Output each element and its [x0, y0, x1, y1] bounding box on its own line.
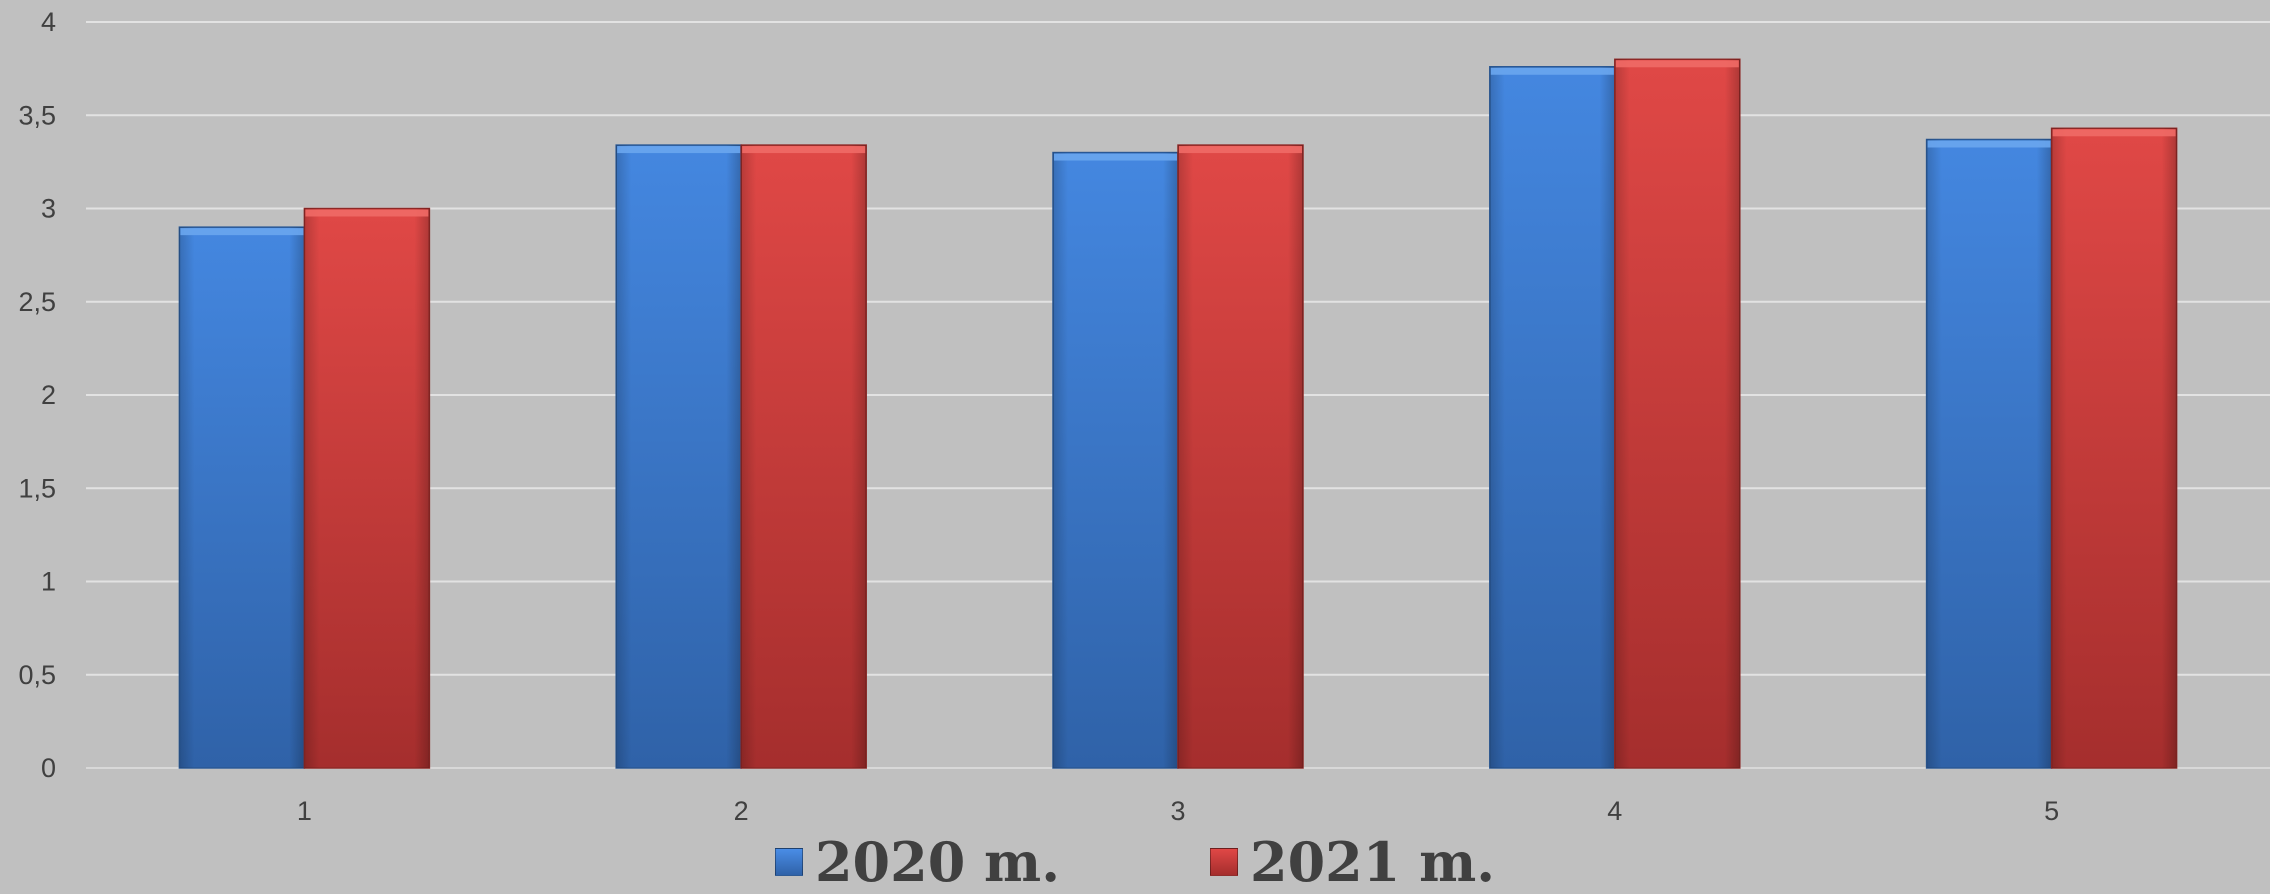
x-tick-label: 1 [297, 796, 312, 826]
bar-shading [304, 208, 430, 768]
legend-label-2021: 2021 m. [1250, 830, 1496, 894]
bar-top-highlight [742, 146, 866, 154]
bar-top-highlight [1179, 146, 1302, 154]
bar-shading [2051, 128, 2177, 768]
y-tick-label: 3 [41, 194, 56, 224]
bar-top-highlight [180, 228, 304, 236]
bar-shading [1178, 145, 1303, 769]
legend-item-2020: 2020 m. [774, 830, 1060, 894]
y-tick-label: 1 [41, 567, 56, 597]
bar-shading [1489, 66, 1615, 768]
bar-shading [1053, 152, 1178, 769]
bar-shading [741, 145, 867, 769]
y-tick-label: 4 [41, 7, 56, 37]
y-tick-label: 0,5 [18, 660, 56, 690]
bar-shading [1614, 59, 1740, 769]
bar-top-highlight [305, 209, 429, 217]
legend-swatch-2021 [1210, 848, 1238, 876]
legend-item-2021: 2021 m. [1210, 830, 1496, 894]
y-tick-label: 0 [41, 753, 56, 783]
bar-shading [179, 227, 305, 768]
bar-shading [616, 145, 742, 769]
bar-shading [1926, 139, 2052, 768]
y-tick-label: 2,5 [18, 287, 56, 317]
x-tick-label: 5 [2044, 796, 2059, 826]
bar-top-highlight [1490, 67, 1614, 75]
y-tick-label: 3,5 [18, 100, 56, 130]
y-tick-label: 1,5 [18, 473, 56, 503]
x-tick-label: 3 [1170, 796, 1185, 826]
bars [178, 58, 2178, 769]
legend-swatch-2020 [774, 848, 803, 876]
bar-top-highlight [1615, 60, 1739, 68]
bar-top-highlight [1927, 140, 2051, 148]
bar-top-highlight [617, 146, 741, 154]
bar-top-highlight [2052, 129, 2176, 137]
x-axis-tick-labels: 1 2 3 4 5 [297, 796, 2059, 826]
legend: 2020 m. 2021 m. [0, 830, 2270, 894]
y-tick-label: 2 [41, 380, 56, 410]
legend-label-2020: 2020 m. [814, 830, 1060, 894]
bar-top-highlight [1054, 153, 1177, 161]
x-tick-label: 2 [734, 796, 749, 826]
x-tick-label: 4 [1607, 796, 1622, 826]
y-axis-tick-labels: 0 0,5 1 1,5 2 2,5 3 3,5 4 [18, 7, 56, 783]
